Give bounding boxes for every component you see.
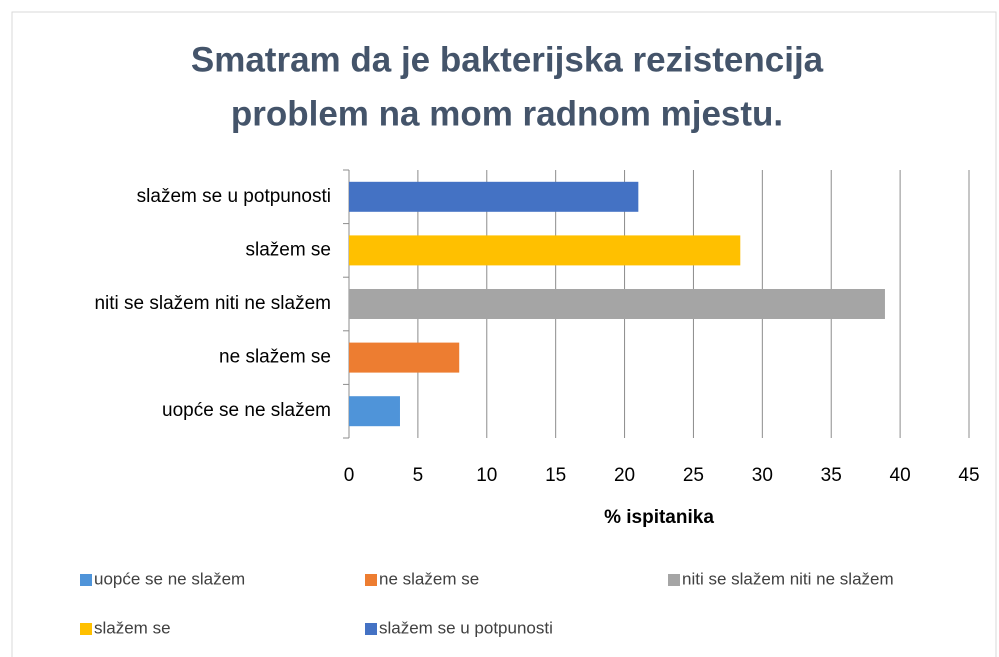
legend-swatch [668,574,680,586]
legend-swatch [365,623,377,635]
x-tick-label: 25 [683,465,704,486]
legend-label: niti se slažem niti ne slažem [682,569,894,588]
y-tick-label: uopće se ne slažem [162,400,331,421]
y-tick-label: slažem se [245,239,331,260]
legend-swatch [80,574,92,586]
y-tick-label: slažem se u potpunosti [137,186,331,207]
legend-swatch [80,623,92,635]
x-tick-label: 35 [821,465,842,486]
bar [349,396,400,427]
bar [349,289,885,319]
x-tick-label: 10 [476,465,497,486]
chart-title: Smatram da je bakterijska rezistencija [191,40,824,79]
legend-label: ne slažem se [379,569,479,588]
chart-title: problem na mom radnom mjestu. [231,94,783,133]
legend-label: slažem se u potpunosti [379,618,553,637]
x-tick-label: 20 [614,465,635,486]
x-tick-label: 45 [958,465,979,486]
y-tick-label: niti se slažem niti ne slažem [94,293,331,314]
bar [349,181,639,212]
legend-swatch [365,574,377,586]
x-tick-label: 5 [413,465,424,486]
x-tick-label: 30 [752,465,773,486]
x-tick-label: 40 [890,465,911,486]
chart-border [11,11,997,657]
x-tick-label: 0 [344,465,355,486]
bar [349,342,460,373]
bar [349,235,741,266]
x-axis-label: % ispitanika [604,507,714,528]
legend-label: uopće se ne slažem [94,569,245,588]
y-tick-label: ne slažem se [219,347,331,368]
x-tick-label: 15 [545,465,566,486]
legend-label: slažem se [94,618,171,637]
